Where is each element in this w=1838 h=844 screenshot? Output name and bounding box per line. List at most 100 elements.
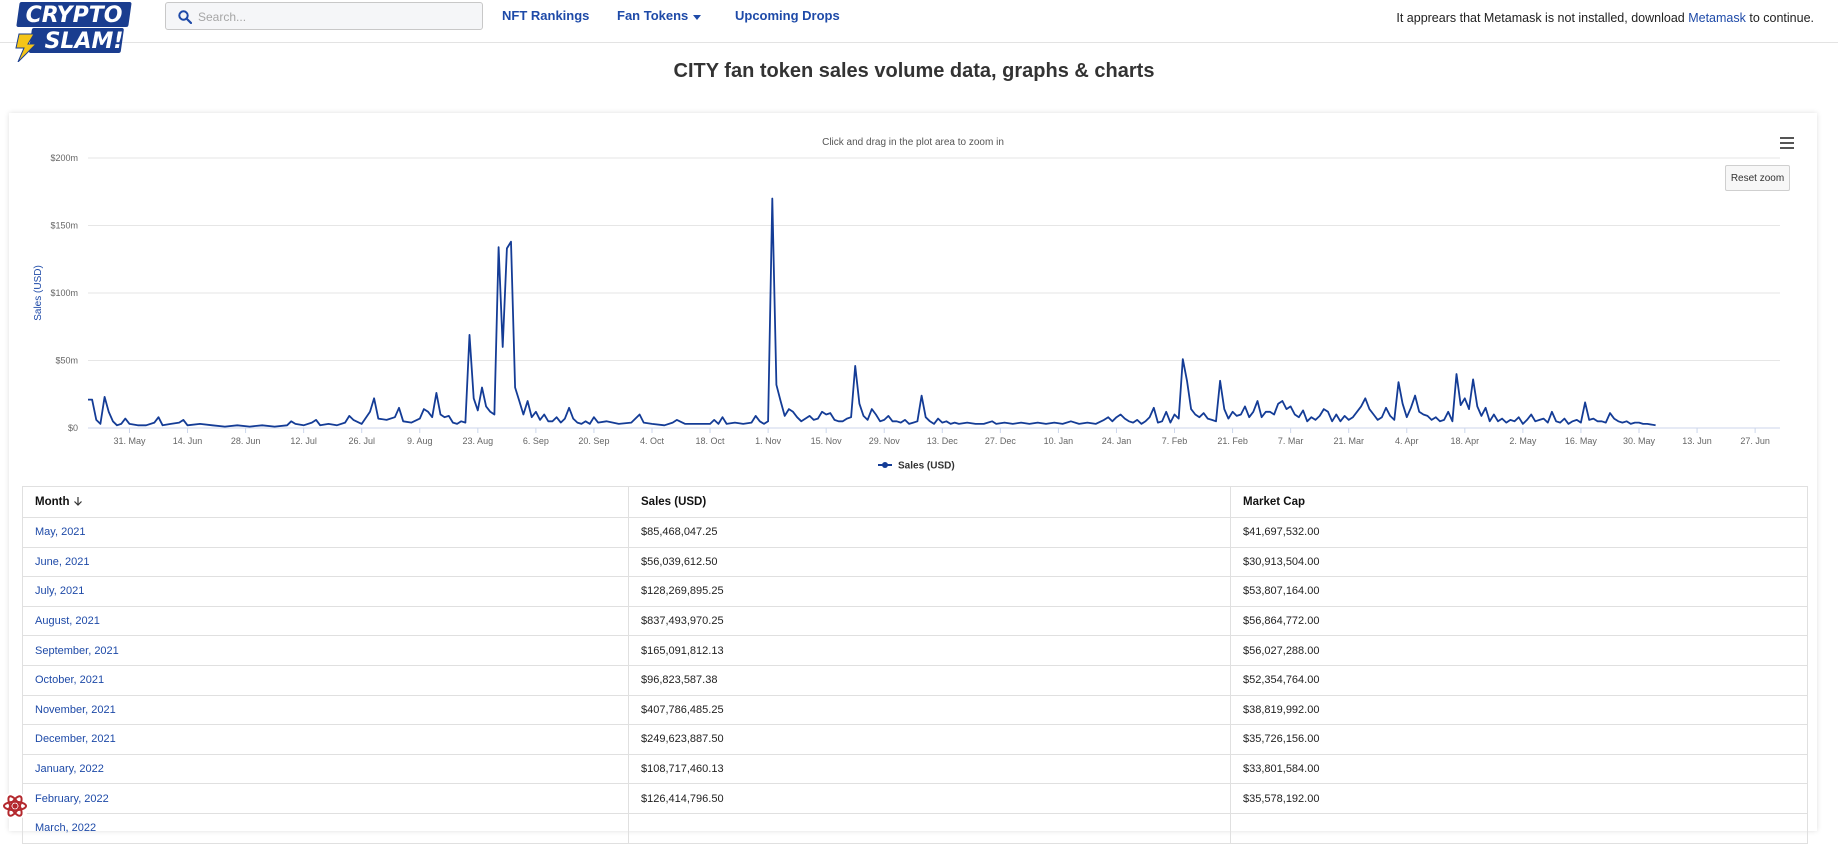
column-header-market-cap[interactable]: Market Cap: [1230, 486, 1808, 518]
metamask-notice: It apprears that Metamask is not install…: [1396, 11, 1814, 25]
chevron-down-icon[interactable]: [693, 15, 701, 21]
x-tick-label: 1. Nov: [755, 436, 782, 446]
x-tick-label: 14. Jun: [173, 436, 203, 446]
y-tick-label: $150m: [50, 221, 78, 231]
x-tick-label: 21. Mar: [1333, 436, 1364, 446]
metamask-download-link[interactable]: Metamask: [1688, 11, 1746, 25]
x-tick-label: 10. Jan: [1044, 436, 1074, 446]
react-devtools-icon[interactable]: [1, 792, 29, 820]
month-link[interactable]: June, 2021: [22, 546, 629, 578]
y-tick-label: $100m: [50, 288, 78, 298]
month-link[interactable]: January, 2022: [22, 753, 629, 785]
column-header-sales[interactable]: Sales (USD): [628, 486, 1231, 518]
metamask-notice-suffix: to continue.: [1749, 11, 1814, 25]
top-navbar: CRYPTO SLAM! NFT Rankings Fan Tokens Upc…: [0, 0, 1838, 62]
sales-cell: $249,623,887.50: [628, 724, 1231, 755]
sales-cell: $837,493,970.25: [628, 605, 1231, 637]
table-row: December, 2021 $249,623,887.50 $35,726,156…: [22, 724, 1808, 755]
market-cap-cell: $56,027,288.00: [1230, 635, 1808, 666]
x-tick-label: 4. Apr: [1395, 436, 1419, 446]
market-cap-cell: $38,819,992.00: [1230, 694, 1808, 726]
monthly-sales-table: Month Sales (USD) Market Cap May, 2021 $8…: [22, 486, 1808, 844]
table-row: February, 2022 $126,414,796.50 $35,578,192…: [22, 783, 1808, 814]
market-cap-cell: [1230, 812, 1808, 844]
sales-cell: $85,468,047.25: [628, 517, 1231, 548]
month-link[interactable]: March, 2022: [22, 812, 629, 844]
x-tick-label: 4. Oct: [640, 436, 665, 446]
x-tick-label: 7. Feb: [1162, 436, 1188, 446]
table-row: August, 2021 $837,493,970.25 $56,864,772.0…: [22, 605, 1808, 637]
sales-cell: $108,717,460.13: [628, 753, 1231, 785]
sort-arrow-down-icon: [74, 497, 83, 506]
nav-fan-tokens[interactable]: Fan Tokens: [617, 8, 689, 23]
table-row: June, 2021 $56,039,612.50 $30,913,504.00: [22, 546, 1808, 578]
series-line-sales-usd: [88, 197, 1656, 428]
x-tick-label: 6. Sep: [523, 436, 549, 446]
table-row: October, 2021 $96,823,587.38 $52,354,764.0…: [22, 664, 1808, 696]
market-cap-cell: $41,697,532.00: [1230, 517, 1808, 548]
nav-upcoming-drops[interactable]: Upcoming Drops: [735, 8, 840, 23]
table-row: September, 2021 $165,091,812.13 $56,027,28…: [22, 635, 1808, 666]
market-cap-cell: $30,913,504.00: [1230, 546, 1808, 578]
y-tick-label: $50m: [55, 356, 78, 366]
table-header-row: Month Sales (USD) Market Cap: [22, 486, 1808, 518]
market-cap-cell: $35,578,192.00: [1230, 783, 1808, 814]
month-link[interactable]: August, 2021: [22, 605, 629, 637]
x-tick-label: 23. Aug: [463, 436, 494, 446]
x-tick-label: 2. May: [1509, 436, 1537, 446]
month-link[interactable]: February, 2022: [22, 783, 629, 814]
table-row: January, 2022 $108,717,460.13 $33,801,584.…: [22, 753, 1808, 785]
month-link[interactable]: September, 2021: [22, 635, 629, 666]
y-tick-label: $200m: [50, 153, 78, 163]
month-link[interactable]: July, 2021: [22, 576, 629, 607]
x-tick-label: 29. Nov: [869, 436, 901, 446]
y-tick-label: $0: [68, 423, 78, 433]
search-box: [165, 2, 483, 30]
sales-cell: $128,269,895.25: [628, 576, 1231, 607]
sales-cell: $126,414,796.50: [628, 783, 1231, 814]
page-title: CITY fan token sales volume data, graphs…: [673, 60, 1155, 82]
sales-chart[interactable]: Click and drag in the plot area to zoom …: [0, 0, 1838, 486]
x-tick-label: 7. Mar: [1278, 436, 1304, 446]
x-tick-label: 18. Apr: [1451, 436, 1480, 446]
reset-zoom-button[interactable]: Reset zoom: [1725, 165, 1790, 191]
sales-cell: $56,039,612.50: [628, 546, 1231, 578]
x-tick-label: 21. Feb: [1217, 436, 1248, 446]
table-row: March, 2022: [22, 812, 1808, 844]
sales-cell: [628, 812, 1231, 844]
chart-menu-icon[interactable]: [1778, 135, 1796, 151]
x-tick-label: 24. Jan: [1102, 436, 1132, 446]
x-tick-label: 12. Jul: [290, 436, 317, 446]
column-header-month[interactable]: Month: [22, 486, 629, 518]
metamask-notice-prefix: It apprears that Metamask is not install…: [1396, 11, 1685, 25]
month-link[interactable]: October, 2021: [22, 664, 629, 696]
logo-text-line2: SLAM!: [45, 29, 124, 54]
y-axis-title: Sales (USD): [33, 265, 44, 321]
table-row: May, 2021 $85,468,047.25 $41,697,532.00: [22, 517, 1808, 548]
market-cap-cell: $52,354,764.00: [1230, 664, 1808, 696]
nav-nft-rankings[interactable]: NFT Rankings: [502, 8, 590, 23]
month-link[interactable]: November, 2021: [22, 694, 629, 726]
market-cap-cell: $35,726,156.00: [1230, 724, 1808, 755]
search-icon: [178, 10, 192, 24]
month-link[interactable]: May, 2021: [22, 517, 629, 548]
x-tick-label: 27. Dec: [985, 436, 1017, 446]
month-link[interactable]: December, 2021: [22, 724, 629, 755]
x-tick-label: 13. Dec: [927, 436, 959, 446]
sales-cell: $407,786,485.25: [628, 694, 1231, 726]
x-tick-label: 20. Sep: [578, 436, 609, 446]
x-tick-label: 27. Jun: [1740, 436, 1770, 446]
legend-label: Sales (USD): [898, 461, 955, 472]
x-tick-label: 16. May: [1565, 436, 1598, 446]
market-cap-cell: $56,864,772.00: [1230, 605, 1808, 637]
table-row: November, 2021 $407,786,485.25 $38,819,992…: [22, 694, 1808, 726]
x-tick-label: 26. Jul: [348, 436, 375, 446]
x-tick-label: 30. May: [1623, 436, 1656, 446]
cryptoslam-logo[interactable]: CRYPTO SLAM!: [10, 0, 138, 62]
column-header-month-label: Month: [35, 496, 70, 508]
legend-marker: [882, 462, 888, 468]
market-cap-cell: $33,801,584.00: [1230, 753, 1808, 785]
x-tick-label: 28. Jun: [231, 436, 261, 446]
chart-subtitle: Click and drag in the plot area to zoom …: [822, 137, 1004, 148]
search-input[interactable]: [196, 6, 470, 28]
